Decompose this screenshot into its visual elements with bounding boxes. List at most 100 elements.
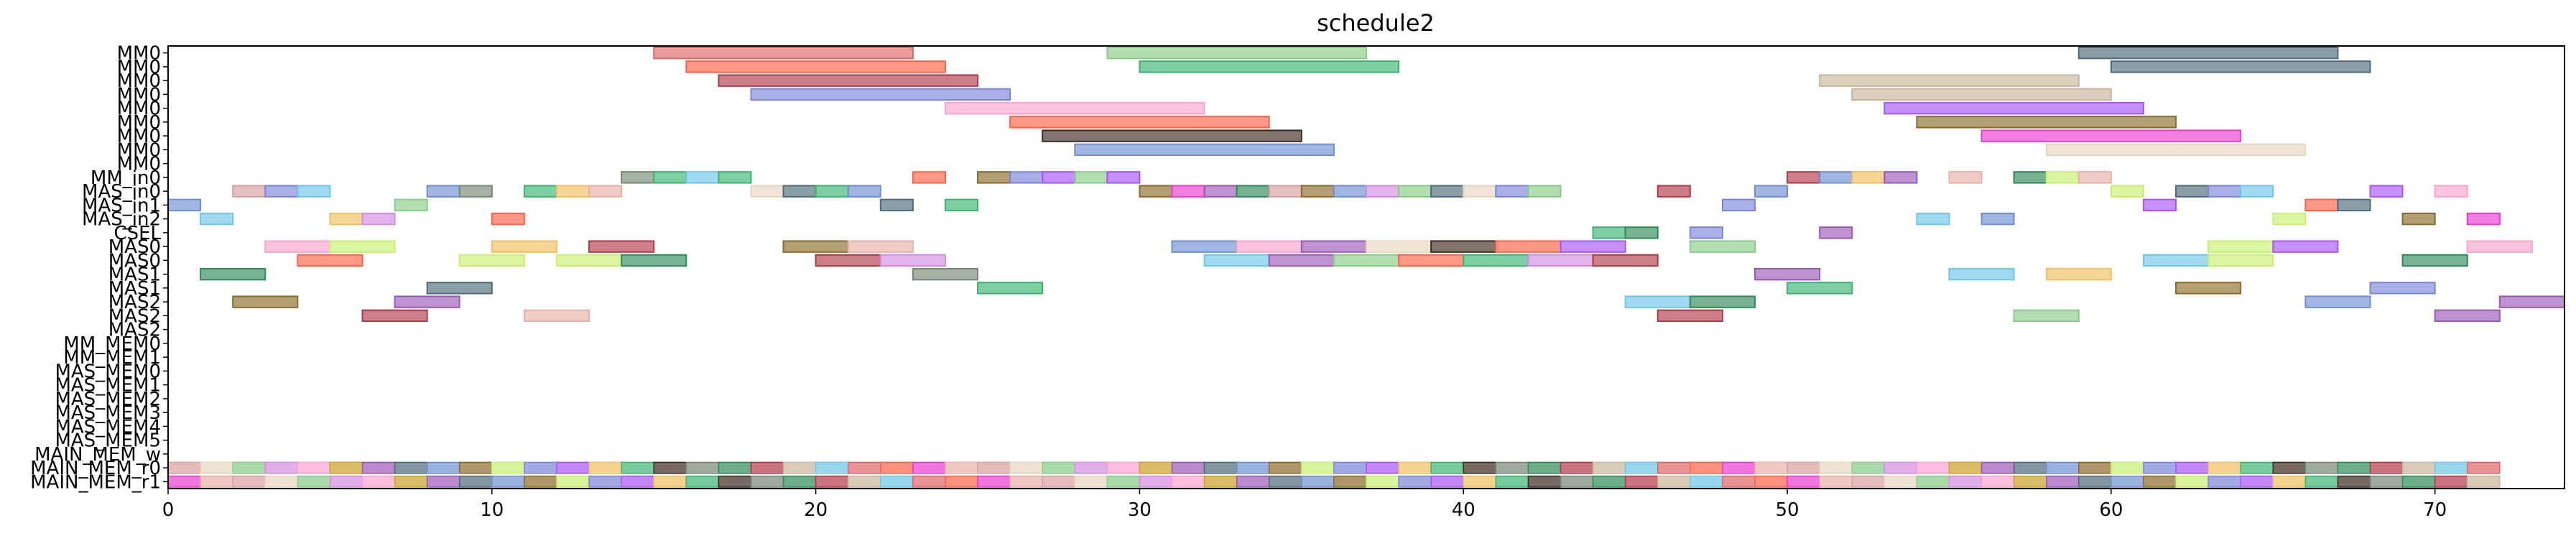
bar-75 (2304, 198, 2339, 212)
y-tick-label: CSEL (113, 223, 161, 244)
bar-46 (815, 185, 849, 198)
bar-74 (2142, 198, 2177, 212)
bar-56 (1398, 185, 1432, 198)
mem-block-31-71 (2467, 475, 2501, 488)
bar-102 (1560, 240, 1626, 253)
bar-81 (1916, 212, 1950, 226)
bar-41 (523, 185, 557, 198)
bar-92 (491, 240, 557, 253)
x-tick-label: 60 (2099, 499, 2123, 521)
bar-9 (1851, 88, 2112, 101)
bar-80 (491, 212, 525, 226)
mem-block-30-8 (426, 461, 460, 474)
bar-95 (847, 240, 914, 253)
plot-frame (167, 45, 2565, 489)
mem-block-30-51 (1819, 461, 1853, 474)
y-tick-label: MM0 (117, 154, 161, 175)
mem-block-31-10 (491, 475, 525, 488)
bar-50 (1203, 185, 1238, 198)
mem-block-30-29 (1106, 461, 1141, 474)
mem-block-30-47 (1690, 461, 1723, 474)
mem-block-30-20 (815, 461, 849, 474)
mem-block-31-31 (1171, 475, 1205, 488)
bar-125 (1753, 267, 1821, 281)
bar-26 (1074, 171, 1108, 184)
bar-120 (2142, 254, 2210, 267)
bar-64 (2175, 185, 2210, 198)
bar-35 (2077, 171, 2112, 184)
mem-block-30-38 (1398, 461, 1432, 474)
mem-block-30-32 (1203, 461, 1238, 474)
bar-4 (1139, 60, 1400, 73)
mem-block-30-7 (394, 461, 428, 474)
bar-55 (1366, 185, 1400, 198)
mem-block-31-6 (361, 475, 396, 488)
mem-block-31-5 (329, 475, 363, 488)
mem-block-31-64 (2240, 475, 2274, 488)
mem-block-31-21 (847, 475, 881, 488)
bar-140 (523, 309, 590, 323)
mem-block-30-4 (297, 461, 331, 474)
bar-107 (297, 254, 363, 267)
bar-24 (1009, 171, 1044, 184)
y-tick-label: MAIN_MEM_r0 (30, 458, 161, 479)
mem-block-31-65 (2272, 475, 2307, 488)
mem-block-31-22 (880, 475, 914, 488)
bar-40 (458, 185, 493, 198)
mem-block-31-39 (1430, 475, 1464, 488)
mem-block-31-44 (1592, 475, 1626, 488)
mem-block-30-66 (2304, 461, 2339, 474)
bar-139 (361, 309, 428, 323)
bar-142 (2013, 309, 2080, 323)
mem-block-31-42 (1527, 475, 1562, 488)
bar-106 (2466, 240, 2533, 253)
mem-block-30-16 (685, 461, 720, 474)
bar-79 (361, 212, 396, 226)
mem-block-30-12 (556, 461, 590, 474)
mem-block-31-57 (2013, 475, 2047, 488)
mem-block-30-53 (1884, 461, 1918, 474)
bar-83 (2272, 212, 2307, 226)
mem-block-31-32 (1203, 475, 1238, 488)
mem-block-31-29 (1106, 475, 1141, 488)
mem-block-30-39 (1430, 461, 1464, 474)
bar-16 (1074, 143, 1335, 157)
bar-96 (1171, 240, 1238, 253)
mem-block-30-6 (361, 461, 396, 474)
mem-block-31-30 (1139, 475, 1173, 488)
mem-block-30-2 (232, 461, 266, 474)
y-tick-label: MM0 (117, 43, 161, 65)
bar-61 (1657, 185, 1691, 198)
bar-94 (782, 240, 849, 253)
bar-130 (1787, 282, 1853, 295)
bar-1 (1106, 46, 1367, 60)
y-tick-label: MAS_MEM0 (55, 361, 161, 382)
y-tick-label: MM0 (117, 139, 161, 161)
mem-block-31-33 (1236, 475, 1270, 488)
chart-title: schedule2 (1317, 9, 1435, 37)
mem-block-30-3 (264, 461, 299, 474)
bar-65 (2207, 185, 2242, 198)
y-tick-label: MAS_MEM5 (55, 430, 161, 452)
bar-71 (879, 198, 914, 212)
mem-block-30-69 (2401, 461, 2436, 474)
mem-block-31-63 (2207, 475, 2241, 488)
bar-73 (1721, 198, 1756, 212)
bar-29 (1819, 171, 1853, 184)
y-tick-label: MAIN_MEM_r1 (30, 471, 161, 493)
y-tick-label: MM0 (117, 84, 161, 106)
bar-68 (2434, 185, 2468, 198)
bar-31 (1884, 171, 1918, 184)
x-tick-label: 0 (162, 499, 175, 521)
bar-32 (1948, 171, 1983, 184)
bar-49 (1171, 185, 1205, 198)
mem-block-30-54 (1916, 461, 1950, 474)
bar-123 (200, 267, 267, 281)
bar-22 (912, 171, 946, 184)
y-tick-label: MM0 (117, 70, 161, 92)
mem-block-30-14 (621, 461, 654, 474)
y-tick-label: MM0 (117, 126, 161, 147)
mem-block-30-60 (2111, 461, 2144, 474)
bar-114 (1268, 254, 1335, 267)
mem-block-30-41 (1495, 461, 1529, 474)
